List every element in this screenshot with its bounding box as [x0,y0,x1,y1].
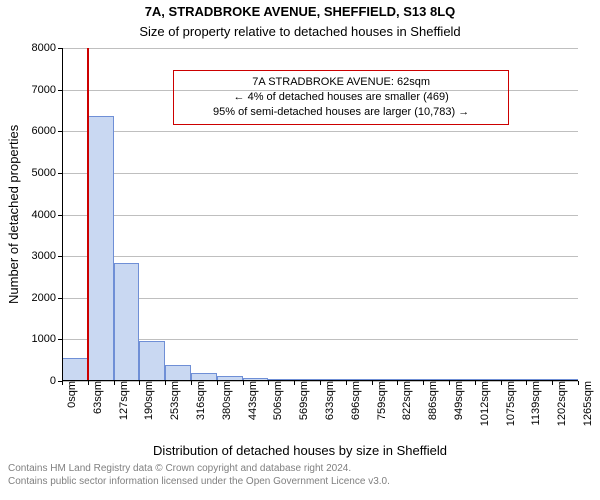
x-tick-mark [346,381,347,385]
chart-subtitle: Size of property relative to detached ho… [0,24,600,39]
x-tick-mark [114,381,115,385]
x-tick-label: 443sqm [243,381,259,420]
y-axis-label: Number of detached properties [6,48,21,381]
x-tick-label: 63sqm [88,381,104,414]
gridline [62,131,578,132]
x-tick-mark [449,381,450,385]
footer-line2: Contains public sector information licen… [8,476,390,489]
plot-area: 7A STRADBROKE AVENUE: 62sqm ← 4% of deta… [62,48,578,381]
x-tick-label: 822sqm [397,381,413,420]
gridline [62,215,578,216]
histogram-bar [62,358,88,381]
x-tick-label: 886sqm [423,381,439,420]
x-tick-label: 759sqm [372,381,388,420]
infobox-line3: 95% of semi-detached houses are larger (… [180,105,501,120]
x-tick-label: 0sqm [62,381,78,408]
x-tick-label: 127sqm [114,381,130,420]
x-tick-label: 190sqm [139,381,155,420]
gridline [62,256,578,257]
x-tick-mark [62,381,63,385]
gridline [62,298,578,299]
x-tick-mark [191,381,192,385]
x-tick-mark [526,381,527,385]
x-tick-mark [475,381,476,385]
x-tick-mark [397,381,398,385]
x-tick-mark [320,381,321,385]
x-tick-mark [139,381,140,385]
histogram-bar [88,116,114,381]
x-tick-mark [372,381,373,385]
x-tick-label: 253sqm [165,381,181,420]
x-axis-label: Distribution of detached houses by size … [0,443,600,458]
histogram-bar [165,365,191,381]
y-axis-line [62,48,63,381]
property-marker-line [87,48,89,381]
gridline [62,173,578,174]
x-tick-label: 380sqm [217,381,233,420]
footer-line1: Contains HM Land Registry data © Crown c… [8,463,390,476]
histogram-bar [114,263,140,381]
x-tick-label: 1202sqm [552,381,568,426]
x-tick-label: 569sqm [294,381,310,420]
histogram-bar [139,341,165,381]
x-tick-label: 1012sqm [475,381,491,426]
x-tick-label: 1265sqm [578,381,594,426]
infobox-line2: ← 4% of detached houses are smaller (469… [180,90,501,105]
x-tick-label: 1139sqm [526,381,542,425]
x-tick-mark [268,381,269,385]
x-axis-line [62,380,578,381]
x-tick-mark [88,381,89,385]
x-tick-label: 696sqm [346,381,362,420]
chart-container: 7A, STRADBROKE AVENUE, SHEFFIELD, S13 8L… [0,0,600,500]
x-tick-label: 506sqm [268,381,284,420]
gridline [62,48,578,49]
attribution-footer: Contains HM Land Registry data © Crown c… [8,463,390,488]
x-tick-label: 633sqm [320,381,336,420]
x-tick-label: 316sqm [191,381,207,420]
property-info-box: 7A STRADBROKE AVENUE: 62sqm ← 4% of deta… [173,70,508,125]
x-tick-mark [423,381,424,385]
chart-title: 7A, STRADBROKE AVENUE, SHEFFIELD, S13 8L… [0,4,600,19]
x-tick-mark [552,381,553,385]
x-tick-mark [217,381,218,385]
infobox-line1: 7A STRADBROKE AVENUE: 62sqm [180,75,501,90]
x-tick-mark [165,381,166,385]
x-tick-label: 1075sqm [501,381,517,426]
x-tick-mark [294,381,295,385]
x-tick-mark [501,381,502,385]
x-tick-mark [243,381,244,385]
x-tick-mark [578,381,579,385]
x-tick-label: 949sqm [449,381,465,420]
